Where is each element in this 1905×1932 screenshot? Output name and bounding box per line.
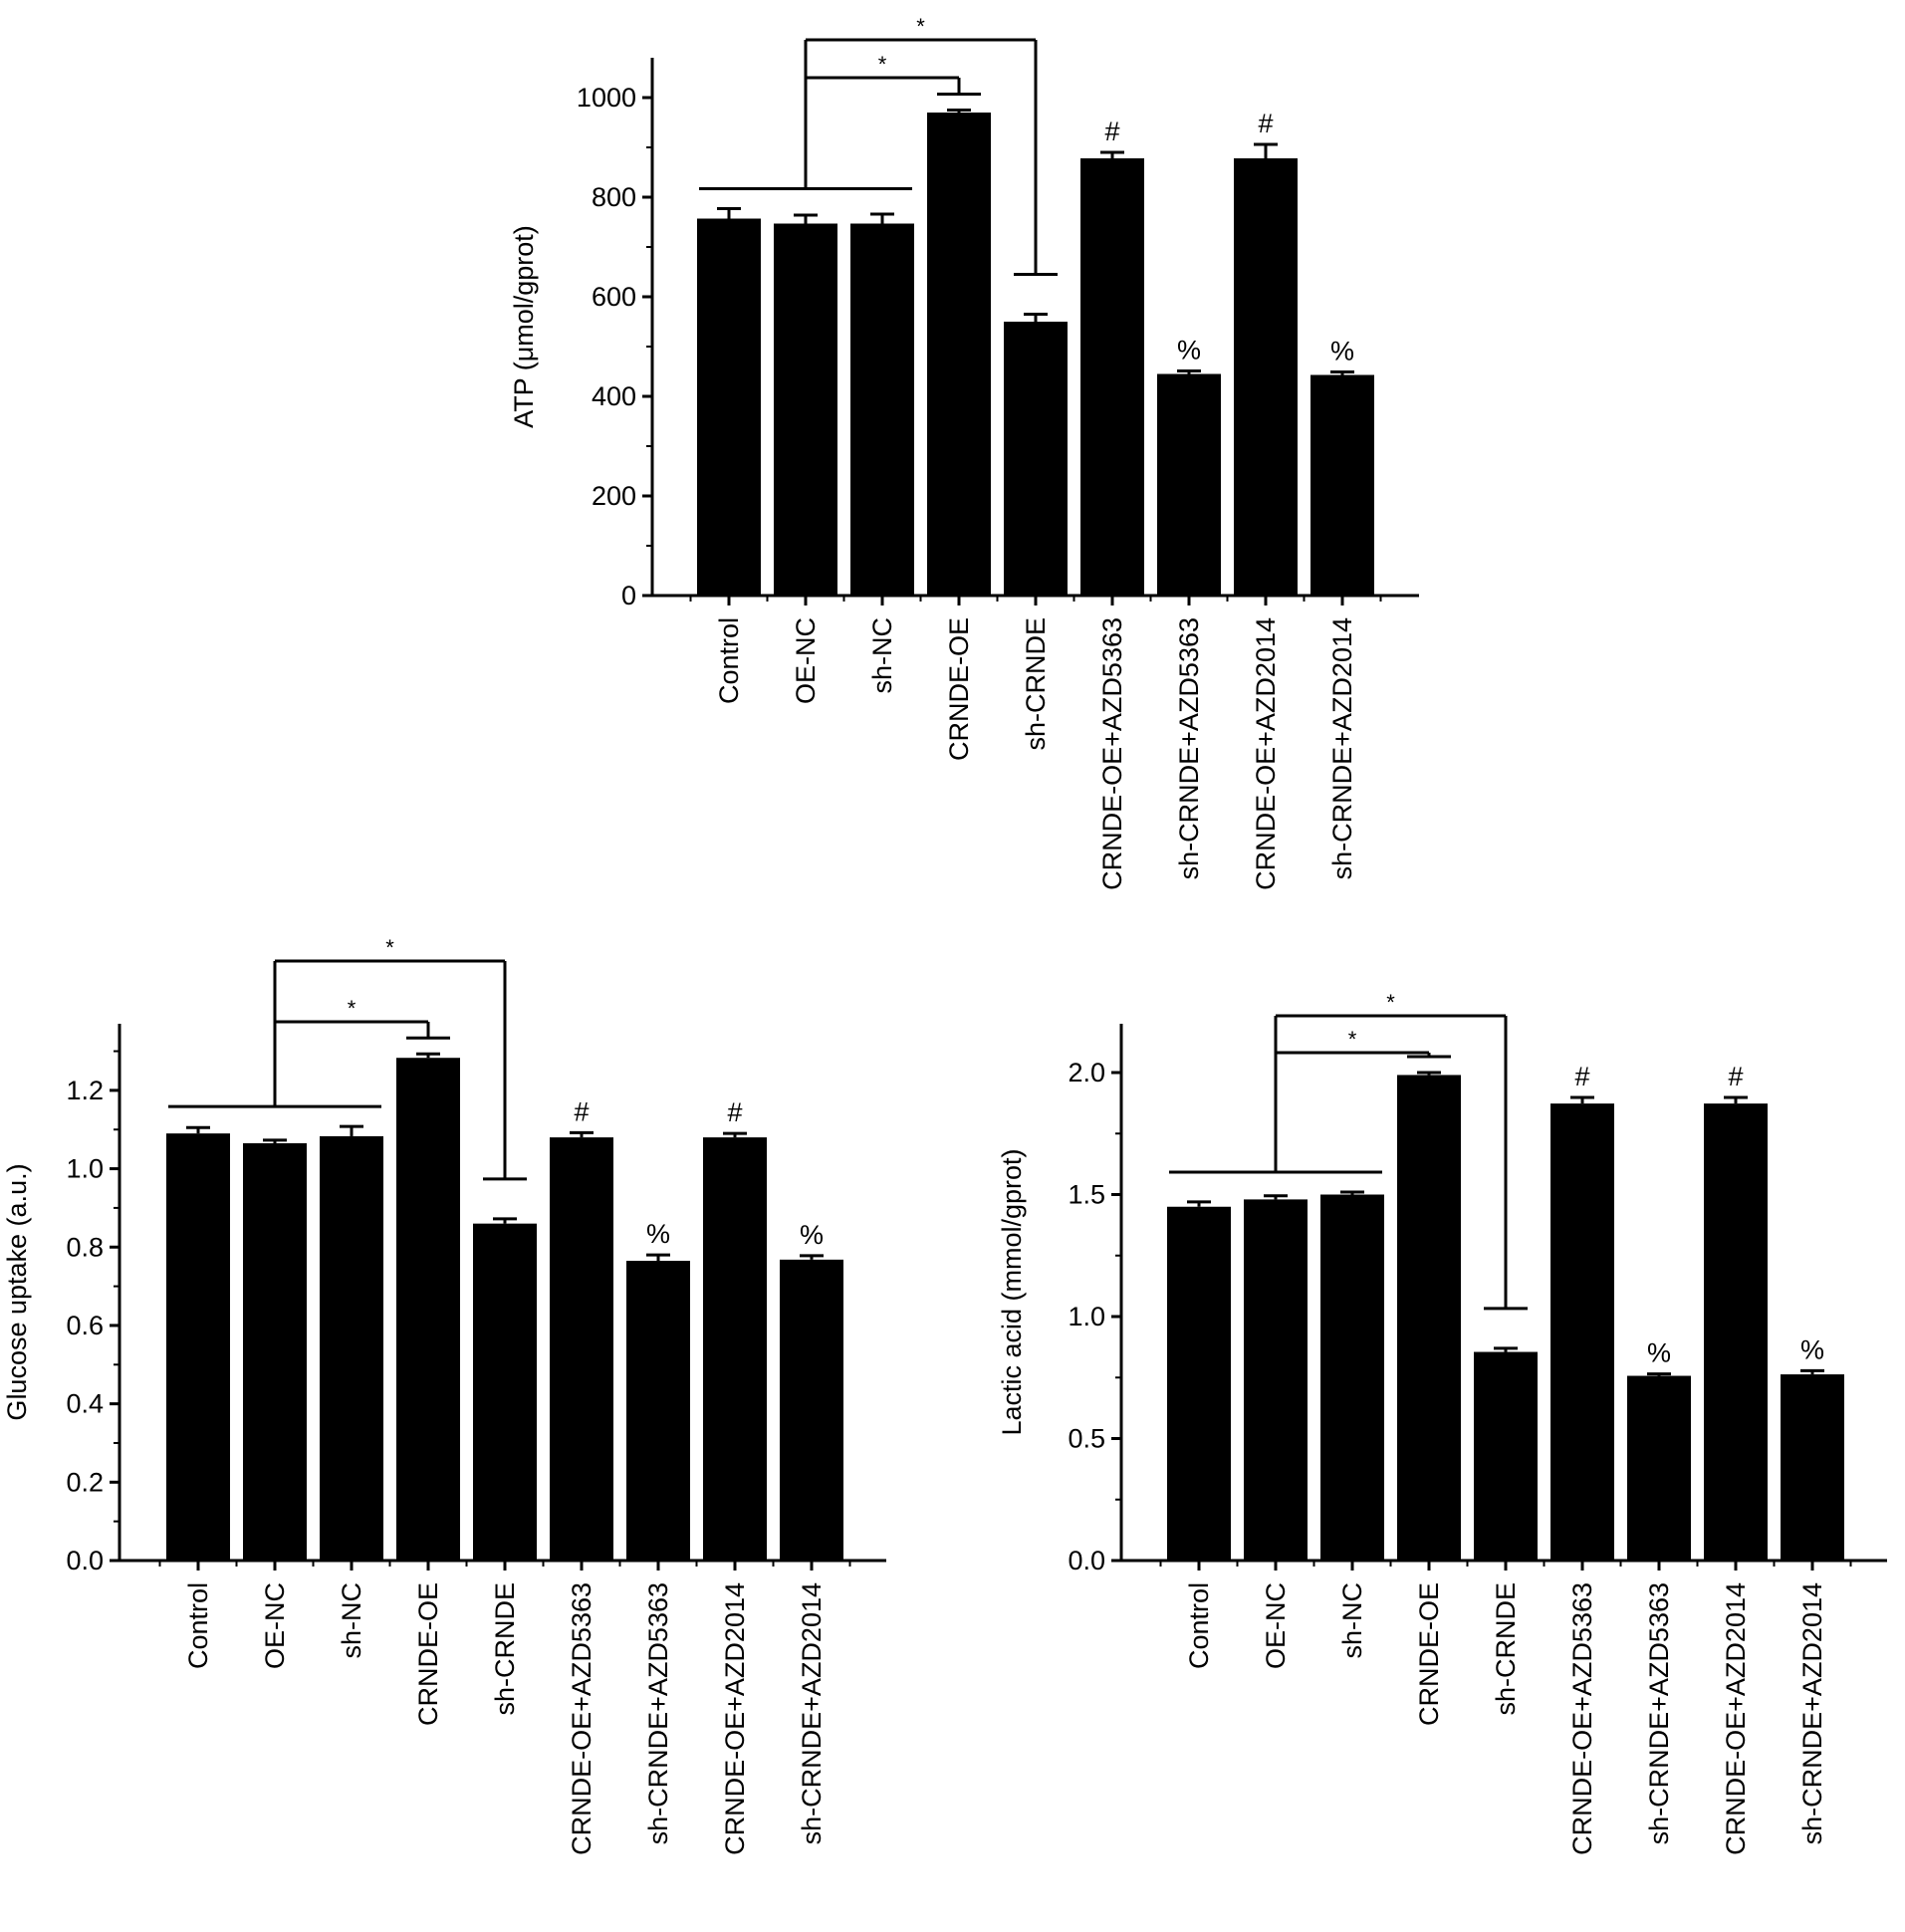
bar-2 bbox=[850, 223, 914, 596]
y-tick-label: 0.0 bbox=[1068, 1546, 1105, 1575]
bar-6 bbox=[1627, 1375, 1691, 1561]
category-label-2: sh-NC bbox=[867, 617, 897, 694]
bar-1 bbox=[1244, 1199, 1308, 1561]
bar-6 bbox=[626, 1261, 690, 1561]
category-label-8: sh-CRNDE+AZD2014 bbox=[1327, 617, 1357, 879]
category-label-2: sh-NC bbox=[1337, 1582, 1367, 1659]
bar-annotation: # bbox=[1104, 117, 1119, 146]
y-axis-title: ATP (μmol/gprot) bbox=[509, 225, 539, 428]
category-label-1: OE-NC bbox=[791, 617, 821, 704]
category-label-2: sh-NC bbox=[337, 1582, 366, 1659]
category-label-7: CRNDE-OE+AZD2014 bbox=[720, 1582, 750, 1855]
category-label-6: sh-CRNDE+AZD5363 bbox=[1644, 1582, 1674, 1844]
bar-annotation: # bbox=[1258, 109, 1273, 138]
significance-star: * bbox=[348, 996, 357, 1021]
bar-7 bbox=[1234, 158, 1298, 596]
category-label-0: Control bbox=[183, 1582, 213, 1669]
y-tick-label: 0.6 bbox=[66, 1311, 104, 1340]
y-axis-title: Lactic acid (mmol/gprot) bbox=[997, 1148, 1027, 1435]
glucose-chart: 0.0 0.2 0.4 0.6 0.8 1.0 1.2 Glucose uptake (a.u… bbox=[2, 935, 886, 1855]
bar-7 bbox=[703, 1137, 767, 1561]
bar-annotation: % bbox=[1177, 336, 1201, 365]
y-tick-label: 1.5 bbox=[1068, 1180, 1105, 1210]
y-tick-label: 0.8 bbox=[66, 1232, 104, 1262]
y-tick-label: 2.0 bbox=[1068, 1058, 1105, 1087]
bar-8 bbox=[1310, 374, 1374, 596]
category-label-0: Control bbox=[1184, 1582, 1214, 1669]
bar-3 bbox=[927, 113, 991, 596]
category-label-4: sh-CRNDE bbox=[1491, 1582, 1521, 1716]
category-label-7: CRNDE-OE+AZD2014 bbox=[1251, 617, 1281, 890]
y-tick-label: 1.2 bbox=[66, 1076, 104, 1105]
category-label-6: sh-CRNDE+AZD5363 bbox=[1174, 617, 1204, 879]
category-label-5: CRNDE-OE+AZD5363 bbox=[1097, 617, 1127, 890]
bar-annotation: % bbox=[800, 1220, 824, 1250]
category-label-0: Control bbox=[714, 617, 744, 704]
y-axis-title: Glucose uptake (a.u.) bbox=[2, 1163, 32, 1420]
y-tick-label: 1000 bbox=[577, 83, 636, 113]
bar-3 bbox=[1397, 1075, 1461, 1561]
y-tick-label: 0.5 bbox=[1068, 1424, 1105, 1454]
y-tick-label: 800 bbox=[592, 182, 636, 212]
bar-1 bbox=[774, 223, 837, 596]
category-label-6: sh-CRNDE+AZD5363 bbox=[643, 1582, 673, 1844]
category-label-7: CRNDE-OE+AZD2014 bbox=[1721, 1582, 1751, 1855]
lactic-chart: 0.0 0.5 1.0 1.5 2.0 Lactic acid (mmol/gprot) C… bbox=[997, 990, 1887, 1855]
category-label-8: sh-CRNDE+AZD2014 bbox=[797, 1582, 827, 1844]
category-label-8: sh-CRNDE+AZD2014 bbox=[1797, 1582, 1827, 1844]
bar-annotation: # bbox=[574, 1096, 589, 1126]
category-label-1: OE-NC bbox=[1261, 1582, 1291, 1669]
bar-5 bbox=[1550, 1103, 1614, 1561]
bar-7 bbox=[1704, 1103, 1768, 1561]
y-tick-label: 0.2 bbox=[66, 1467, 104, 1497]
y-tick-label: 400 bbox=[592, 381, 636, 411]
bar-annotation: % bbox=[1330, 337, 1354, 366]
significance-star: * bbox=[878, 52, 887, 77]
category-label-5: CRNDE-OE+AZD5363 bbox=[1567, 1582, 1597, 1855]
bar-0 bbox=[697, 218, 761, 596]
bar-0 bbox=[1167, 1206, 1231, 1561]
bar-2 bbox=[1320, 1194, 1384, 1561]
significance-star: * bbox=[1386, 990, 1395, 1015]
bar-annotation: % bbox=[1647, 1338, 1671, 1368]
category-label-3: CRNDE-OE bbox=[944, 617, 974, 761]
y-tick-label: 0.4 bbox=[66, 1389, 104, 1419]
category-label-3: CRNDE-OE bbox=[1414, 1582, 1444, 1726]
bar-4 bbox=[1474, 1351, 1538, 1561]
bar-annotation: # bbox=[1574, 1062, 1589, 1091]
bar-5 bbox=[1080, 158, 1144, 596]
atp-chart: 0 200 400 600 800 1000 ATP (μmol/gprot) Control… bbox=[509, 14, 1419, 890]
bar-annotation: # bbox=[1728, 1062, 1743, 1091]
bar-3 bbox=[396, 1058, 460, 1561]
bar-8 bbox=[780, 1259, 843, 1561]
bar-4 bbox=[473, 1223, 537, 1561]
y-tick-label: 200 bbox=[592, 481, 636, 511]
bar-annotation: % bbox=[646, 1219, 670, 1249]
bar-2 bbox=[320, 1135, 383, 1561]
bar-8 bbox=[1781, 1374, 1844, 1561]
y-tick-label: 600 bbox=[592, 282, 636, 312]
category-label-3: CRNDE-OE bbox=[413, 1582, 443, 1726]
category-label-4: sh-CRNDE bbox=[490, 1582, 520, 1716]
bar-5 bbox=[550, 1137, 613, 1561]
significance-star: * bbox=[385, 935, 394, 960]
significance-star: * bbox=[1348, 1027, 1357, 1052]
y-tick-label: 1.0 bbox=[66, 1154, 104, 1184]
y-tick-label: 0 bbox=[621, 581, 636, 610]
bar-annotation: # bbox=[727, 1097, 742, 1127]
y-tick-label: 1.0 bbox=[1068, 1302, 1105, 1331]
bar-4 bbox=[1004, 322, 1068, 596]
y-tick-label: 0.0 bbox=[66, 1546, 104, 1575]
category-label-5: CRNDE-OE+AZD5363 bbox=[567, 1582, 596, 1855]
significance-star: * bbox=[916, 14, 925, 39]
category-label-1: OE-NC bbox=[260, 1582, 290, 1669]
category-label-4: sh-CRNDE bbox=[1021, 617, 1051, 751]
bar-1 bbox=[243, 1142, 307, 1561]
bar-6 bbox=[1157, 373, 1221, 596]
bar-0 bbox=[166, 1133, 230, 1561]
bar-annotation: % bbox=[1800, 1334, 1824, 1364]
